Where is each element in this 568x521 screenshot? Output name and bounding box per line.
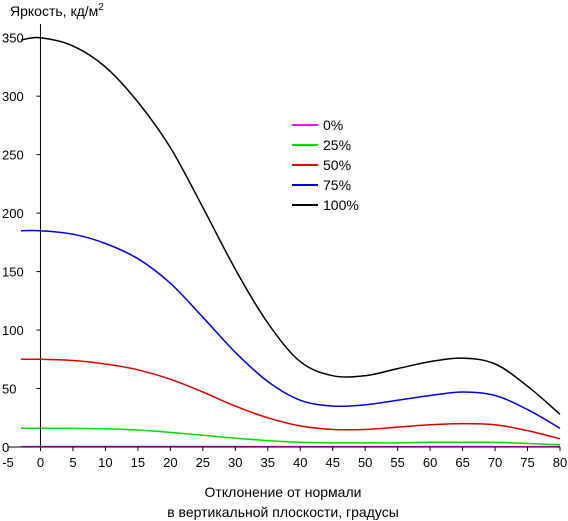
x-tick-label: 30 [228,455,242,470]
series-line-75pct [20,229,561,429]
x-tick-label: 0 [37,455,44,470]
x-tick-label: 80 [553,455,567,470]
y-axis-title-text: Яркость, кд/м [10,3,98,19]
x-tick-label: 75 [520,455,534,470]
x-tick-label: 40 [293,455,307,470]
legend-label: 50% [323,157,351,173]
x-tick-label: 20 [163,455,177,470]
series-line-50pct [20,358,561,440]
x-tick-label: 15 [131,455,145,470]
y-tick-label: 50 [2,382,16,397]
x-tick-label: 60 [423,455,437,470]
y-tick-label: 350 [2,31,24,46]
x-axis-title-line2: в вертикальной плоскости, градусы [167,504,399,520]
legend-label: 75% [323,177,351,193]
axes-layer: -5 0 5 10 15 20 25 30 35 40 45 50 55 60 65 70 75 80050100… [2,24,567,470]
y-tick-label: 150 [2,265,24,280]
y-axis-title: Яркость, кд/м2 [10,2,104,19]
y-tick-label: 300 [2,89,24,104]
x-tick-label: 70 [488,455,502,470]
y-tick-label: 0 [2,440,9,455]
series-line-100pct [20,36,561,415]
x-tick-label: 50 [358,455,372,470]
x-axis-title-line1: Отклонение от нормали [205,484,362,500]
legend: 0% 25% 50% 75% 100% [292,117,359,213]
y-tick-label: 200 [2,206,24,221]
x-tick-label: 5 [69,455,76,470]
legend-label: 100% [323,197,359,213]
series-line-25pct [21,427,561,446]
x-tick-label: 45 [325,455,339,470]
y-tick-label: 250 [2,148,24,163]
x-tick-label: -5 [2,455,14,470]
x-tick-label: 65 [455,455,469,470]
y-axis-title-superscript: 2 [98,2,104,13]
x-tick-label: 55 [390,455,404,470]
x-tick-label: 25 [196,455,210,470]
x-tick-label: 35 [261,455,275,470]
series-layer [20,36,561,448]
x-tick-label: 10 [98,455,112,470]
legend-label: 25% [323,137,351,153]
legend-label: 0% [323,117,343,133]
y-tick-label: 100 [2,323,24,338]
